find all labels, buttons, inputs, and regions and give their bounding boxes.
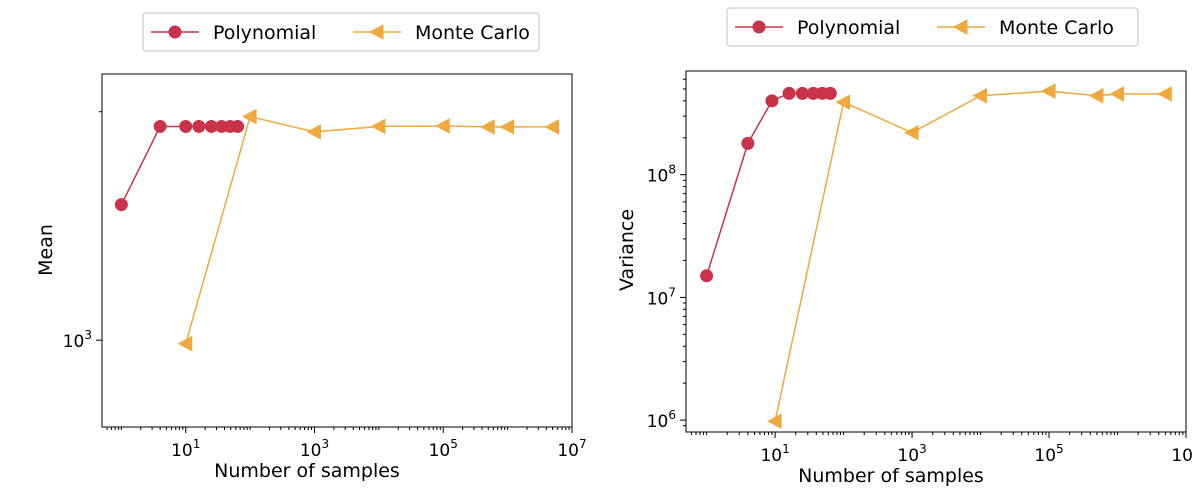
polynomial-point	[179, 119, 193, 133]
legend-marker	[952, 19, 968, 35]
y-tick-label: 108	[647, 163, 676, 187]
monte-carlo-point	[499, 119, 515, 135]
variance-chart: 101 103 105 107 106 107 108 Number of samples Va…	[616, 7, 1192, 487]
monte-carlo-point	[1040, 83, 1056, 99]
x-tick-label: 103	[897, 442, 926, 466]
legend-box	[726, 7, 1139, 47]
legend-label: Polynomial	[213, 22, 316, 44]
polynomial-point	[741, 136, 755, 150]
y-tick-label: 107	[647, 285, 676, 309]
monte-carlo-point	[1109, 86, 1125, 102]
y-tick-label: 103	[63, 328, 92, 352]
x-axis-label: Number of samples	[798, 465, 984, 487]
x-tick-label: 107	[1171, 442, 1192, 466]
x-tick-label: 103	[300, 437, 329, 461]
monte-carlo-point	[835, 94, 851, 111]
legend-label: Polynomial	[797, 17, 900, 39]
polynomial-line	[120, 125, 238, 205]
y-axis-label: Mean	[35, 224, 57, 276]
monte-carlo-point	[904, 124, 919, 141]
y-tick-label: 106	[647, 408, 676, 432]
plot-frame	[101, 73, 573, 428]
legend-box	[142, 12, 540, 52]
legend-label: Monte Carlo	[999, 17, 1114, 39]
y-axis-label: Variance	[616, 209, 638, 291]
monte-carlo-line	[774, 90, 1166, 422]
plot-frame	[685, 70, 1187, 433]
monte-carlo-point	[1157, 86, 1172, 102]
monte-carlo-point	[1088, 87, 1104, 104]
monte-carlo-point	[435, 118, 450, 134]
legend-marker	[168, 25, 182, 39]
polynomial-point	[823, 86, 837, 100]
legend-label: Monte Carlo	[415, 22, 530, 44]
monte-carlo-point	[544, 119, 560, 135]
polynomial-point	[114, 198, 128, 212]
monte-carlo-point	[767, 413, 782, 430]
polynomial-point	[231, 119, 245, 133]
polynomial-point	[765, 94, 779, 108]
polynomial-point	[700, 269, 714, 283]
polynomial-point	[782, 86, 796, 100]
x-tick-label: 105	[1034, 442, 1063, 466]
monte-carlo-point	[306, 124, 322, 140]
monte-carlo-point	[480, 119, 495, 135]
monte-carlo-point	[972, 87, 988, 104]
polynomial-point	[795, 86, 809, 100]
x-tick-label: 107	[557, 437, 586, 461]
polynomial-point	[192, 119, 206, 133]
legend-marker	[368, 24, 384, 40]
x-tick-label: 105	[429, 437, 458, 461]
x-tick-label: 101	[760, 442, 789, 466]
monte-carlo-line	[185, 115, 553, 344]
x-axis-label: Number of samples	[214, 460, 400, 482]
polynomial-point	[153, 119, 167, 133]
x-tick-label: 101	[171, 437, 200, 461]
monte-carlo-point	[177, 335, 193, 352]
monte-carlo-point	[370, 118, 386, 135]
legend-marker	[752, 20, 766, 34]
monte-carlo-point	[242, 108, 257, 125]
